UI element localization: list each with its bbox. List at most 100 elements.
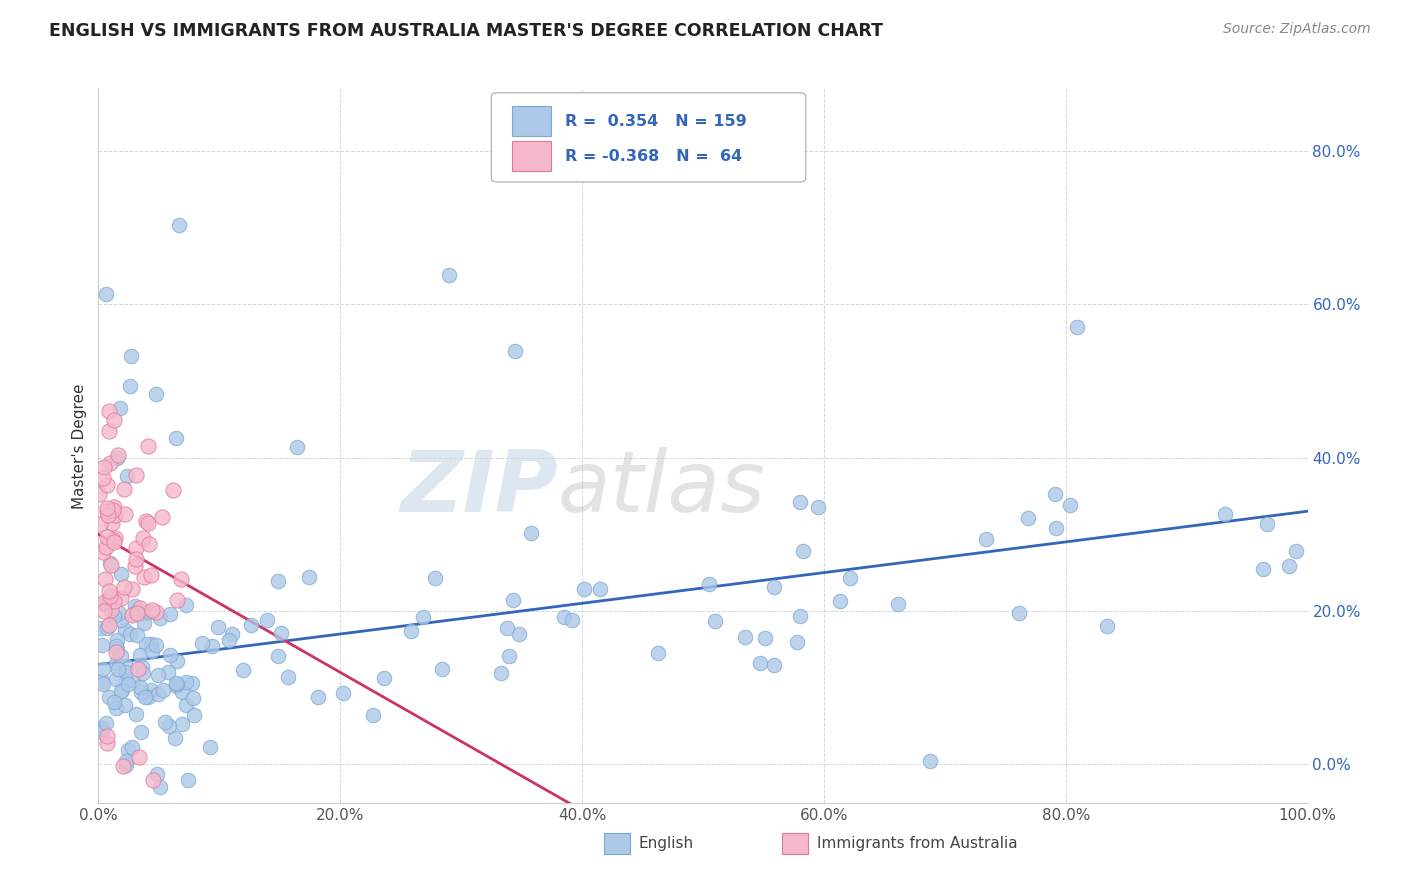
Point [150, 509, 173, 524]
Point [103, 695, 125, 709]
Point [159, 607, 181, 621]
Point [1017, 511, 1039, 525]
Point [170, 685, 193, 699]
Point [103, 503, 125, 517]
Point [110, 649, 132, 664]
Point [807, 500, 830, 514]
Point [125, 552, 148, 566]
Point [103, 413, 125, 427]
Point [1097, 619, 1119, 633]
Point [96, 500, 118, 515]
Point [647, 646, 669, 660]
Point [91, 638, 114, 652]
Point [502, 593, 524, 607]
Point [105, 641, 128, 656]
Point [89, 517, 111, 532]
Point [762, 580, 785, 594]
Bar [603, 833, 630, 855]
Point [828, 594, 851, 608]
Point [96, 478, 118, 492]
Point [267, 574, 290, 589]
Point [105, 656, 128, 670]
Point [91, 677, 114, 691]
Point [96, 715, 118, 730]
Point [93, 460, 115, 475]
Point [104, 531, 127, 545]
Point [1251, 561, 1274, 575]
Point [93, 604, 115, 618]
Point [111, 758, 134, 772]
Point [748, 656, 770, 670]
Point [115, 659, 138, 673]
Point [298, 570, 321, 584]
Point [96, 621, 118, 635]
Point [105, 640, 128, 654]
Point [553, 610, 575, 624]
Point [1285, 544, 1308, 558]
Point [423, 571, 446, 585]
Point [98, 403, 121, 417]
Point [172, 717, 194, 731]
Point [256, 613, 278, 627]
Point [115, 757, 138, 772]
Point [373, 671, 395, 685]
Point [117, 677, 139, 691]
Point [136, 439, 159, 453]
Point [96, 530, 118, 544]
Point [163, 731, 186, 745]
Point [145, 638, 167, 652]
Point [125, 707, 148, 722]
Point [115, 754, 138, 768]
Point [91, 721, 114, 735]
Point [93, 471, 115, 485]
Point [1278, 558, 1301, 573]
Point [1045, 520, 1067, 534]
Y-axis label: Master's Degree: Master's Degree [72, 384, 87, 508]
Point [121, 607, 143, 622]
Point [100, 603, 122, 617]
Point [132, 570, 155, 584]
Point [129, 685, 152, 699]
Point [139, 637, 162, 651]
Point [146, 687, 169, 701]
Point [332, 686, 354, 700]
Point [128, 680, 150, 694]
Point [149, 611, 172, 625]
Point [121, 739, 143, 754]
Point [125, 628, 148, 642]
Point [277, 670, 299, 684]
Point [96, 736, 118, 750]
Point [1045, 487, 1067, 501]
Point [132, 615, 155, 630]
Point [789, 609, 811, 624]
Point [498, 648, 520, 663]
Point [789, 495, 811, 509]
Point [107, 448, 129, 462]
Point [110, 567, 132, 582]
Point [308, 690, 330, 704]
Point [166, 593, 188, 607]
Point [174, 598, 197, 612]
Point [412, 609, 434, 624]
Point [114, 623, 136, 637]
Point [98, 589, 121, 603]
Point [91, 662, 114, 676]
Point [110, 401, 132, 415]
Point [174, 698, 197, 712]
Point [90, 621, 112, 635]
Point [128, 600, 150, 615]
Point [270, 626, 292, 640]
Point [1256, 517, 1278, 532]
Point [287, 441, 309, 455]
Point [110, 684, 132, 698]
Point [697, 577, 720, 591]
Point [190, 636, 212, 650]
Point [96, 504, 118, 518]
Point [589, 582, 612, 597]
Point [94, 572, 117, 586]
Point [177, 772, 200, 787]
Point [132, 606, 155, 620]
Point [165, 676, 187, 690]
Point [98, 456, 121, 470]
Point [98, 425, 121, 439]
